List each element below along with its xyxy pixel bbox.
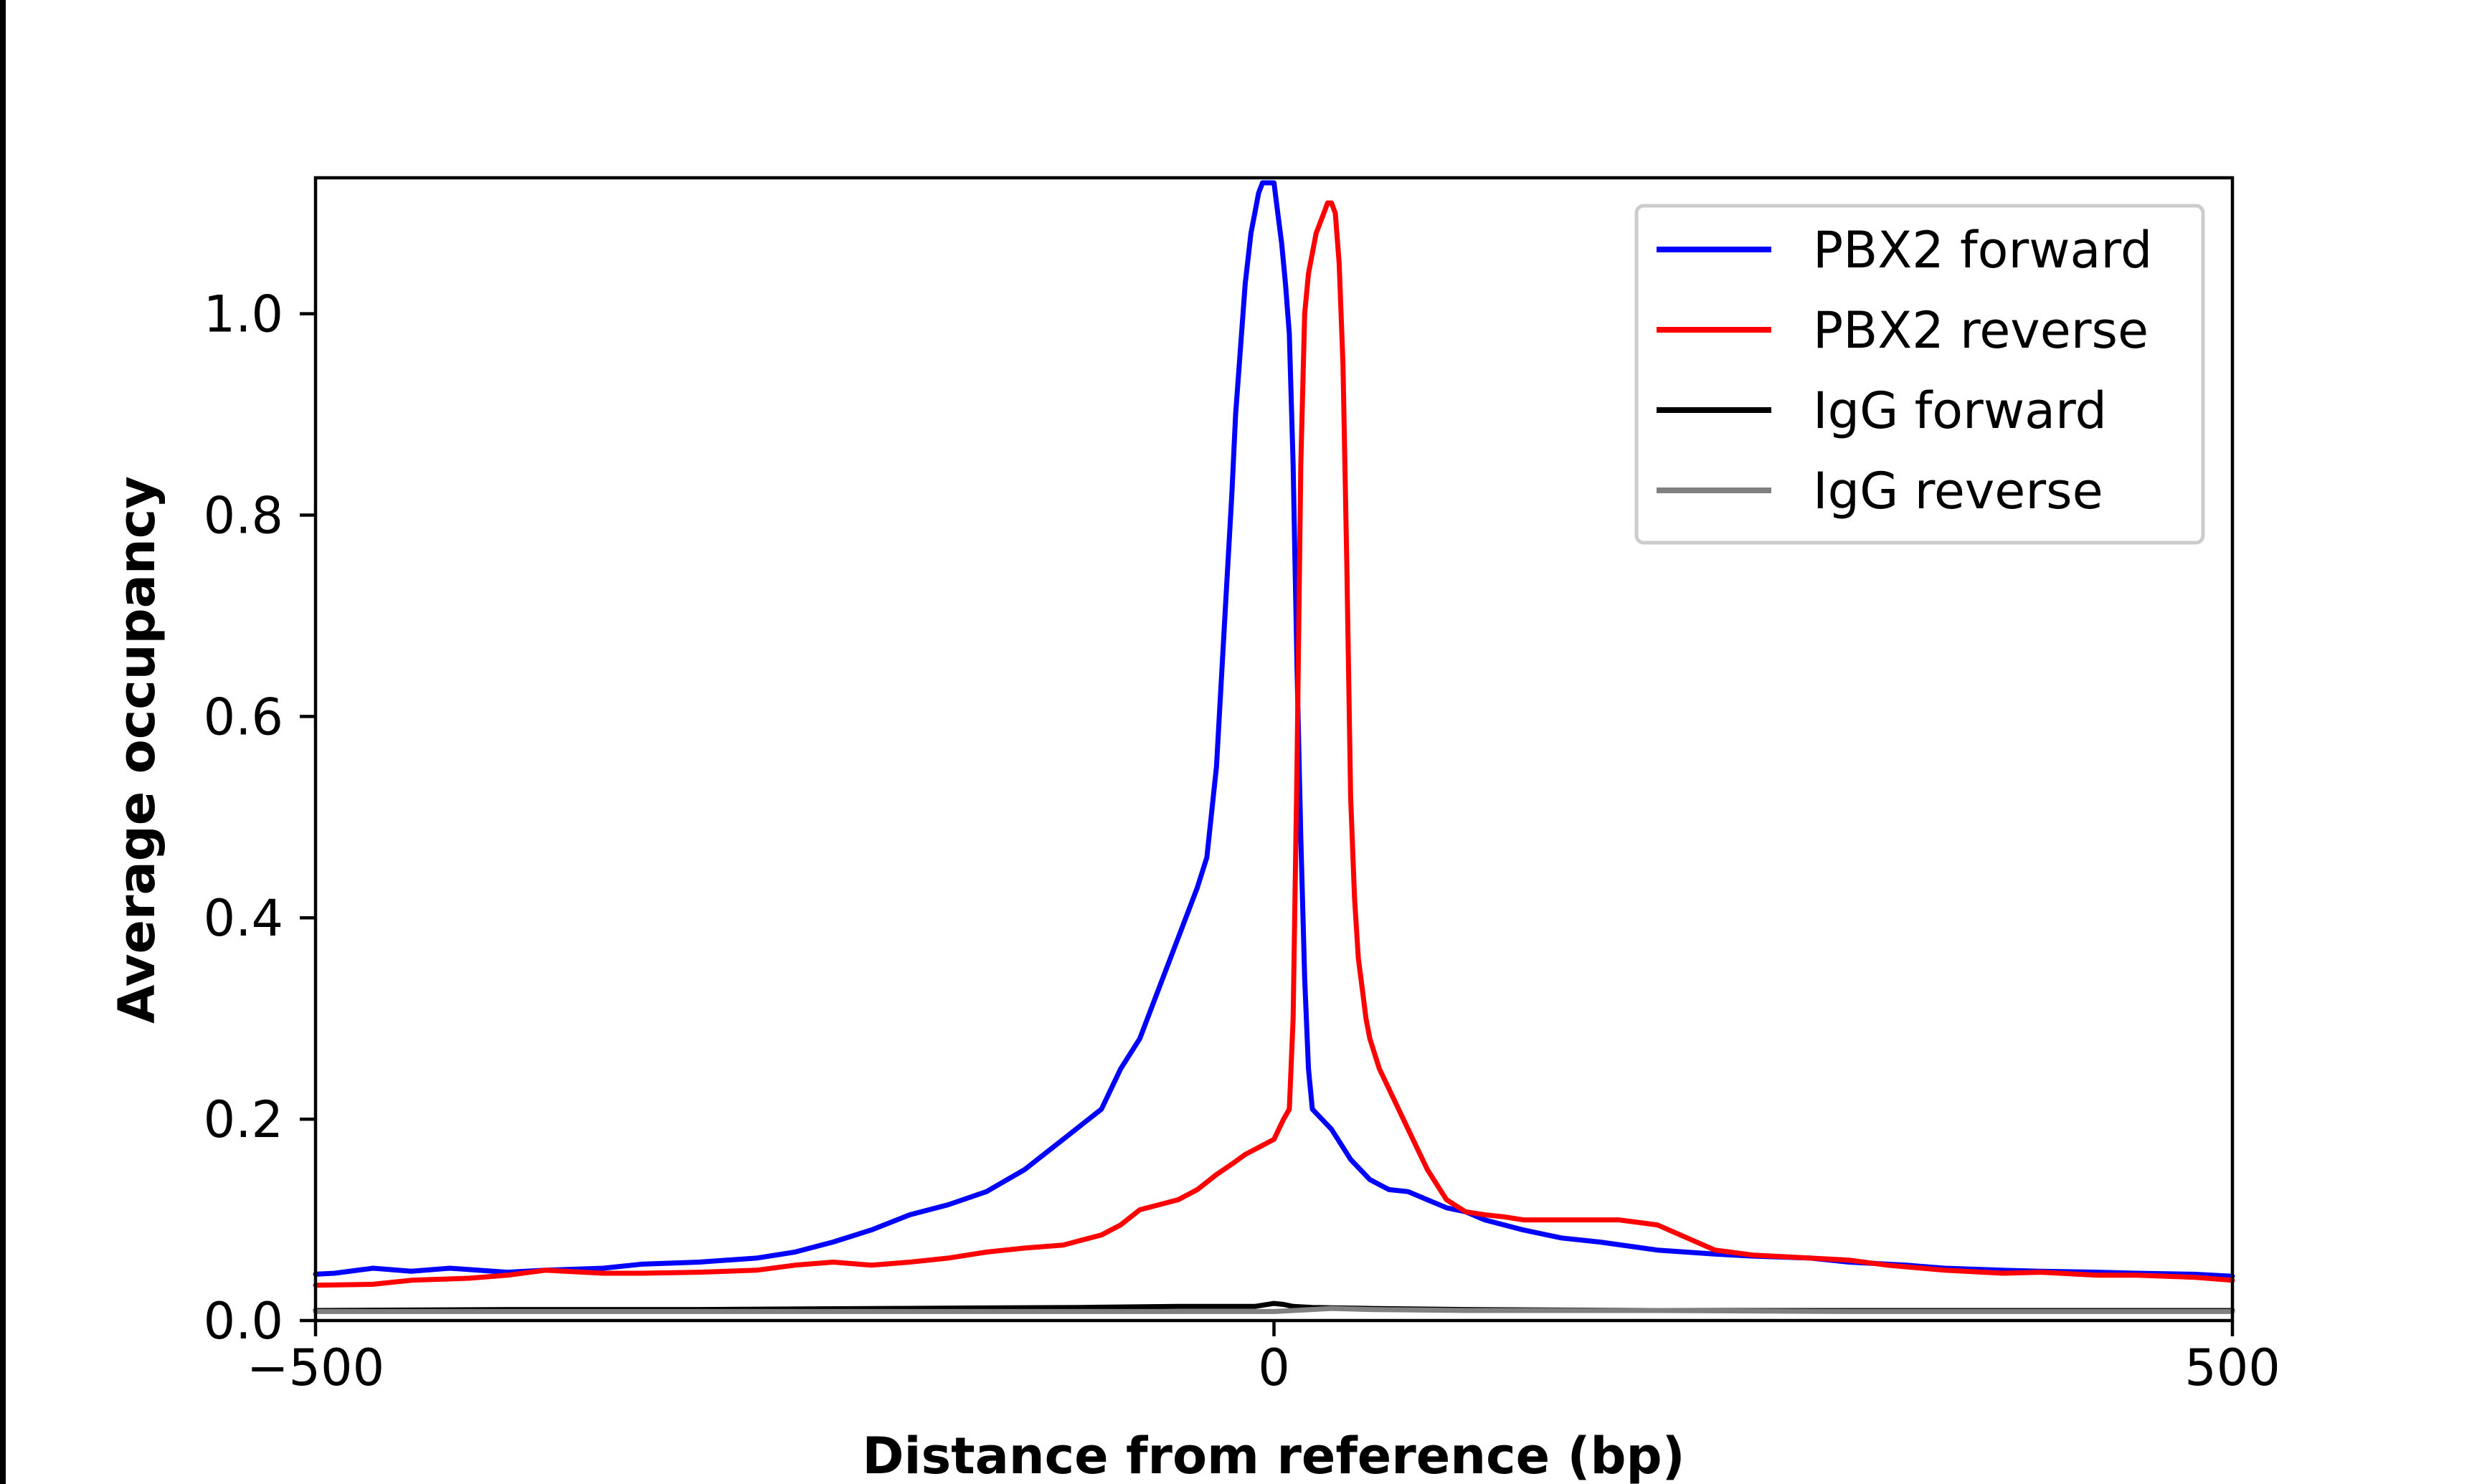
y-tick-label: 0.2 [204,1090,283,1149]
x-axis-label: Distance from reference (bp) [862,1427,1685,1484]
y-tick-label: 0.8 [204,486,283,545]
legend-label: PBX2 reverse [1813,301,2149,360]
legend-frame [1634,204,2205,545]
y-tick-label: 1.0 [204,285,283,344]
series-line-igg-reverse [313,1305,2235,1314]
axes-layer: −500 0 500 0.0 0.2 0.4 0.6 0.8 1.0 [204,176,2280,1397]
chart-legend: PBX2 forward PBX2 reverse IgG forward IgG r… [1634,204,2205,545]
plot-layer [313,180,2235,1314]
series-line-pbx2-reverse [313,200,2235,1288]
y-axis-label: Average occupancy [108,476,166,1024]
x-tick-label: 0 [1258,1338,1290,1397]
x-tick-label: 500 [2184,1338,2280,1397]
y-tick-label: 0.6 [204,688,283,746]
legend-items: PBX2 forward PBX2 reverse IgG forward IgG r… [1657,221,2152,520]
legend-label: PBX2 forward [1813,221,2152,280]
y-tick-label: 0.0 [204,1292,283,1351]
series-line-pbx2-forward [313,180,2235,1279]
legend-label: IgG reverse [1813,462,2103,520]
y-tick-label: 0.4 [204,889,283,948]
legend-label: IgG forward [1813,381,2107,440]
left-border [0,0,6,1484]
x-tick-label: −500 [247,1338,384,1397]
